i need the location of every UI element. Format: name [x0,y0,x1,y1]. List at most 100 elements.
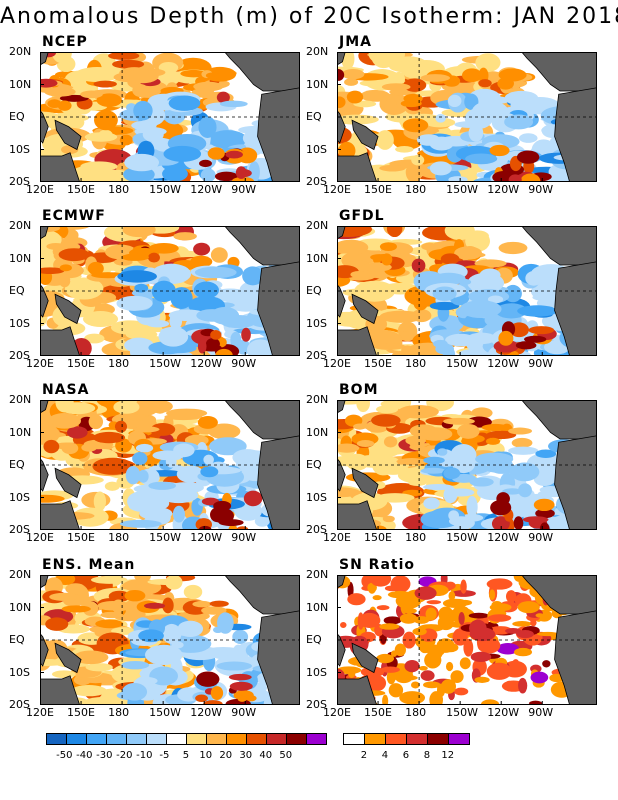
lon-tick-label: 180 [405,531,427,544]
map-panel-gfdl: GFDL 20N 10N EQ 10S 20S 120E 150E 180 150W 120W 90W [306,208,597,370]
lon-tick-label: 120E [26,183,54,196]
lon-tick-label: 150E [364,183,392,196]
anomaly-colorbar-swatch [66,733,87,745]
land-mass [337,52,346,66]
land-mass [337,632,346,667]
figure-title: Anomalous Depth (m) of 20C Isotherm: JAN… [0,4,618,29]
lon-tick-label: 180 [108,183,130,196]
lon-tick-label: 150E [67,357,95,370]
map-panel-ens-mean: ENS. Mean 20N 10N EQ 10S 20S 120E 150E 180 150W 12… [9,557,300,719]
lon-tick-label: 120W [190,183,223,196]
lat-tick-label: 20S [9,175,30,188]
lon-tick-label: 180 [108,531,130,544]
land-mass [337,500,378,530]
land-mass [337,226,346,240]
lat-tick-label: 20N [306,393,329,406]
snratio-colorbar-label: 8 [423,750,431,761]
lat-tick-label: 10S [306,316,327,330]
land-mass [521,52,597,92]
land-mass [40,226,49,240]
map-panel-jma: JMA 20N 10N EQ 10S 20S 120E 150E 180 150W 120W 90W [306,34,597,196]
lon-tick-label: 180 [108,357,130,370]
land-mass [554,435,597,530]
lat-tick-label: EQ [306,458,322,471]
lon-tick-label: 120E [26,531,54,544]
anomaly-colorbar-label: -50 [56,750,73,761]
lon-tick-label: 120E [26,357,54,370]
lon-tick-label: 150W [446,706,479,719]
anomaly-colorbar-swatch [206,733,227,745]
land-mass [257,610,300,705]
land-mass [337,400,346,414]
panel-label: ECMWF [42,208,106,224]
land-mass [257,261,300,356]
anomaly-colorbar-label: 20 [219,750,233,761]
panel-label: NCEP [42,34,88,50]
contour-map [40,226,300,356]
anomaly-colorbar-swatch [106,733,127,745]
lat-tick-label: 20N [9,219,32,232]
land-mass [351,119,379,151]
land-mass [40,283,49,318]
lat-tick-label: 20N [9,45,32,58]
snratio-colorbar-swatch [343,733,365,745]
lon-tick-label: 150W [149,706,182,719]
land-mass [337,575,346,589]
lon-tick-label: 150W [149,357,182,370]
lat-tick-label: 20N [9,393,32,406]
panel-label: ENS. Mean [42,557,136,573]
land-mass [40,500,81,530]
land-mass [554,87,597,182]
lat-tick-label: 10S [306,490,327,504]
lat-tick-label: EQ [9,110,25,123]
land-mass [337,675,378,705]
lat-tick-label: 10S [9,490,30,504]
lon-tick-label: 120W [487,706,520,719]
map-panel-ecmwf: ECMWF 20N 10N EQ 10S 20S 120E 150E 180 150W 120W 90… [9,208,300,370]
lon-tick-label: 150W [149,531,182,544]
lon-tick-label: 150E [364,357,392,370]
anomaly-colorbar-swatch [246,733,267,745]
land-mass [40,575,49,589]
lat-tick-label: EQ [9,284,25,297]
lat-tick-label: EQ [306,110,322,123]
land-mass [40,675,81,705]
lat-tick-label: 20N [306,568,329,581]
lat-tick-label: 20S [306,523,327,536]
lat-tick-label: 10N [306,77,329,91]
land-mass [54,467,82,499]
lat-tick-label: 20N [306,219,329,232]
land-mass [337,152,378,182]
lat-tick-label: 20S [9,349,30,362]
lon-tick-label: 180 [405,706,427,719]
lat-tick-label: 10S [306,142,327,156]
lon-tick-label: 120W [487,531,520,544]
anomaly-colorbar-swatch [226,733,247,745]
snratio-colorbar-label: 12 [441,750,455,761]
anomaly-colorbar-label: 40 [259,750,273,761]
land-mass [521,226,597,266]
anomaly-colorbar-label: -30 [96,750,113,761]
snratio-colorbar-label: 6 [402,750,410,761]
lon-tick-label: 90W [231,706,257,719]
lon-tick-label: 120W [190,706,223,719]
anomaly-colorbar-label: -40 [76,750,93,761]
anomaly-colorbar-label: -10 [136,750,153,761]
snratio-colorbar-swatch [448,733,470,745]
land-mass [337,109,346,144]
lon-tick-label: 90W [528,531,554,544]
map-panel-nasa: NASA 20N 10N EQ 10S 20S 120E 150E 180 150W 120W 90W [9,382,300,544]
panel-label: JMA [339,34,372,50]
contour-map [40,52,300,182]
lon-tick-label: 90W [528,706,554,719]
anomaly-colorbar-swatch [86,733,107,745]
lon-tick-label: 150E [67,531,95,544]
land-mass [337,457,346,492]
land-mass [521,575,597,615]
lat-tick-label: 10N [9,425,32,439]
lon-tick-label: 150W [149,183,182,196]
lon-tick-label: 150E [67,183,95,196]
land-mass [40,632,49,667]
land-mass [54,293,82,325]
lon-tick-label: 120W [487,183,520,196]
